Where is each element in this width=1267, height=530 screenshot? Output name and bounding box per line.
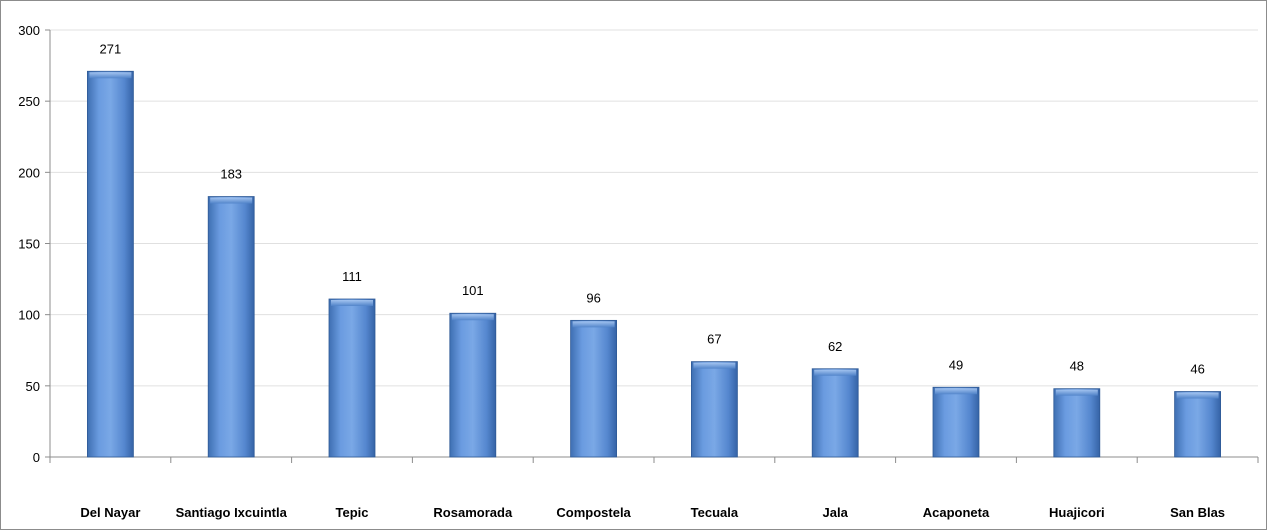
bar-acaponeta xyxy=(932,386,980,458)
bar xyxy=(811,368,859,458)
bar-tepic xyxy=(328,298,376,458)
bar-cap xyxy=(210,197,253,204)
bar xyxy=(1053,388,1101,458)
data-label: 111 xyxy=(342,269,362,284)
bar-cap xyxy=(572,321,615,328)
x-tick-label: Santiago Ixcuintla xyxy=(176,505,288,520)
bar-cap xyxy=(89,72,132,79)
y-tick-label: 200 xyxy=(18,165,40,180)
labels: 271 Del Nayar 183 Santiago Ixcuintla 111 Tepi… xyxy=(80,41,1225,520)
data-label: 271 xyxy=(100,41,122,56)
data-label: 48 xyxy=(1070,359,1084,374)
bar-rosamorada xyxy=(449,312,497,458)
bar-santiago-ixcuintla xyxy=(207,196,255,458)
data-label: 67 xyxy=(707,332,721,347)
bar-cap xyxy=(451,314,494,321)
y-tick-label: 0 xyxy=(33,450,40,465)
bar-cap xyxy=(814,369,857,376)
data-label: 183 xyxy=(220,167,242,182)
x-tick-label: San Blas xyxy=(1170,505,1225,520)
x-tick-label: Acaponeta xyxy=(923,505,990,520)
bar xyxy=(449,312,497,458)
bar-del-nayar xyxy=(87,70,134,458)
data-label: 96 xyxy=(586,290,600,305)
bar xyxy=(207,196,255,458)
bar xyxy=(691,361,738,458)
bar-tecuala xyxy=(691,361,738,458)
data-label: 46 xyxy=(1190,362,1204,377)
bar xyxy=(87,70,134,458)
bar-cap xyxy=(1176,392,1219,399)
y-tick-label: 100 xyxy=(18,308,40,323)
data-label: 101 xyxy=(462,283,484,298)
y-tick-label: 300 xyxy=(18,23,40,38)
x-tick-label: Rosamorada xyxy=(433,505,513,520)
bar xyxy=(328,298,376,458)
bar-cap xyxy=(693,362,736,369)
x-tick-label: Tecuala xyxy=(691,505,739,520)
bar xyxy=(932,386,980,458)
bar-huajicori xyxy=(1053,388,1101,458)
bar-cap xyxy=(1055,389,1098,396)
data-label: 49 xyxy=(949,357,963,372)
bar xyxy=(1174,391,1221,458)
y-tick-label: 150 xyxy=(18,237,40,252)
bar-cap xyxy=(935,388,977,395)
y-tick-label: 250 xyxy=(18,94,40,109)
bar-san-blas xyxy=(1174,391,1221,458)
bar-jala xyxy=(811,368,859,458)
bars xyxy=(87,70,1221,458)
x-tick-label: Tepic xyxy=(336,505,369,520)
bar-compostela xyxy=(570,319,617,458)
y-tick-label: 50 xyxy=(26,379,40,394)
data-label: 62 xyxy=(828,339,842,354)
x-tick-label: Compostela xyxy=(556,505,631,520)
x-tick-label: Del Nayar xyxy=(80,505,140,520)
bar xyxy=(570,319,617,458)
bar-cap xyxy=(331,300,373,307)
x-tick-label: Huajicori xyxy=(1049,505,1105,520)
x-tick-label: Jala xyxy=(823,505,849,520)
